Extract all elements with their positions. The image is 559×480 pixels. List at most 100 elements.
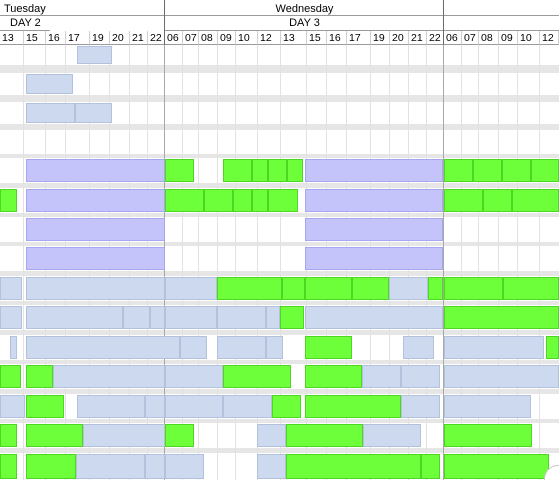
blue-schedule-block[interactable]	[165, 365, 223, 388]
green-schedule-block[interactable]	[0, 454, 17, 479]
purple-schedule-block[interactable]	[305, 189, 443, 212]
blue-schedule-block[interactable]	[145, 454, 165, 479]
green-schedule-block[interactable]	[473, 159, 502, 182]
blue-schedule-block[interactable]	[76, 454, 145, 479]
green-schedule-block[interactable]	[305, 336, 352, 359]
blue-schedule-block[interactable]	[305, 306, 443, 329]
green-schedule-block[interactable]	[444, 306, 559, 329]
purple-schedule-block[interactable]	[26, 159, 165, 182]
blue-schedule-block[interactable]	[223, 395, 272, 418]
green-schedule-block[interactable]	[444, 424, 532, 447]
green-schedule-block[interactable]	[546, 336, 559, 359]
green-schedule-block[interactable]	[165, 189, 204, 212]
green-schedule-block[interactable]	[305, 365, 362, 388]
blue-schedule-block[interactable]	[217, 336, 266, 359]
green-schedule-block[interactable]	[282, 277, 305, 300]
blue-schedule-block[interactable]	[10, 336, 17, 359]
purple-schedule-block[interactable]	[26, 189, 165, 212]
resize-corner[interactable]	[544, 465, 559, 480]
green-schedule-block[interactable]	[252, 189, 268, 212]
blue-schedule-block[interactable]	[26, 103, 75, 123]
green-schedule-block[interactable]	[0, 424, 17, 447]
blue-schedule-block[interactable]	[26, 74, 73, 94]
blue-schedule-block[interactable]	[145, 395, 165, 418]
purple-schedule-block[interactable]	[26, 218, 165, 241]
green-schedule-block[interactable]	[512, 189, 559, 212]
blue-schedule-block[interactable]	[362, 365, 401, 388]
green-schedule-block[interactable]	[287, 159, 303, 182]
green-schedule-block[interactable]	[233, 189, 252, 212]
green-schedule-block[interactable]	[26, 454, 76, 479]
green-schedule-block[interactable]	[503, 277, 559, 300]
blue-schedule-block[interactable]	[257, 424, 286, 447]
green-schedule-block[interactable]	[444, 454, 549, 479]
blue-schedule-block[interactable]	[77, 395, 145, 418]
blue-schedule-block[interactable]	[0, 395, 25, 418]
green-schedule-block[interactable]	[268, 159, 287, 182]
green-schedule-block[interactable]	[421, 454, 440, 479]
day-header-thursday[interactable]	[444, 0, 559, 16]
schedule-grid[interactable]	[0, 45, 559, 480]
blue-schedule-block[interactable]	[77, 46, 112, 64]
green-schedule-block[interactable]	[165, 159, 194, 182]
blue-schedule-block[interactable]	[165, 454, 204, 479]
blue-schedule-block[interactable]	[0, 277, 22, 300]
blue-schedule-block[interactable]	[165, 277, 217, 300]
blue-schedule-block[interactable]	[123, 306, 150, 329]
blue-schedule-block[interactable]	[444, 395, 531, 418]
green-schedule-block[interactable]	[280, 306, 304, 329]
purple-schedule-block[interactable]	[26, 247, 165, 270]
blue-schedule-block[interactable]	[0, 306, 22, 329]
day-header-tuesday[interactable]: Tuesday	[0, 0, 165, 16]
blue-schedule-block[interactable]	[53, 365, 165, 388]
green-schedule-block[interactable]	[223, 159, 252, 182]
green-schedule-block[interactable]	[0, 365, 21, 388]
blue-schedule-block[interactable]	[444, 336, 544, 359]
green-schedule-block[interactable]	[305, 277, 352, 300]
green-schedule-block[interactable]	[268, 189, 298, 212]
blue-schedule-block[interactable]	[165, 306, 217, 329]
blue-schedule-block[interactable]	[150, 306, 165, 329]
green-schedule-block[interactable]	[26, 424, 83, 447]
green-schedule-block[interactable]	[502, 159, 531, 182]
green-schedule-block[interactable]	[531, 159, 559, 182]
green-schedule-block[interactable]	[428, 277, 443, 300]
blue-schedule-block[interactable]	[217, 306, 266, 329]
green-schedule-block[interactable]	[305, 395, 401, 418]
purple-schedule-block[interactable]	[305, 159, 443, 182]
blue-schedule-block[interactable]	[401, 395, 440, 418]
blue-schedule-block[interactable]	[401, 365, 440, 388]
blue-schedule-block[interactable]	[165, 395, 223, 418]
green-schedule-block[interactable]	[252, 159, 268, 182]
blue-schedule-block[interactable]	[403, 336, 434, 359]
green-schedule-block[interactable]	[26, 395, 64, 418]
blue-schedule-block[interactable]	[389, 277, 428, 300]
blue-schedule-block[interactable]	[26, 306, 123, 329]
green-schedule-block[interactable]	[272, 395, 301, 418]
green-schedule-block[interactable]	[223, 365, 291, 388]
blue-schedule-block[interactable]	[444, 365, 559, 388]
green-schedule-block[interactable]	[165, 424, 194, 447]
blue-schedule-block[interactable]	[26, 336, 180, 359]
blue-schedule-block[interactable]	[266, 306, 280, 329]
green-schedule-block[interactable]	[26, 365, 53, 388]
green-schedule-block[interactable]	[217, 277, 282, 300]
blue-schedule-block[interactable]	[266, 336, 283, 359]
green-schedule-block[interactable]	[444, 159, 473, 182]
green-schedule-block[interactable]	[204, 189, 233, 212]
green-schedule-block[interactable]	[444, 189, 483, 212]
blue-schedule-block[interactable]	[257, 454, 286, 479]
green-schedule-block[interactable]	[444, 277, 503, 300]
blue-schedule-block[interactable]	[26, 277, 165, 300]
green-schedule-block[interactable]	[286, 424, 363, 447]
blue-schedule-block[interactable]	[75, 103, 112, 123]
blue-schedule-block[interactable]	[83, 424, 165, 447]
purple-schedule-block[interactable]	[305, 218, 443, 241]
green-schedule-block[interactable]	[483, 189, 512, 212]
blue-schedule-block[interactable]	[180, 336, 207, 359]
green-schedule-block[interactable]	[0, 189, 17, 212]
purple-schedule-block[interactable]	[305, 247, 443, 270]
blue-schedule-block[interactable]	[363, 424, 421, 447]
green-schedule-block[interactable]	[352, 277, 389, 300]
day-header-wednesday[interactable]: Wednesday	[165, 0, 444, 16]
